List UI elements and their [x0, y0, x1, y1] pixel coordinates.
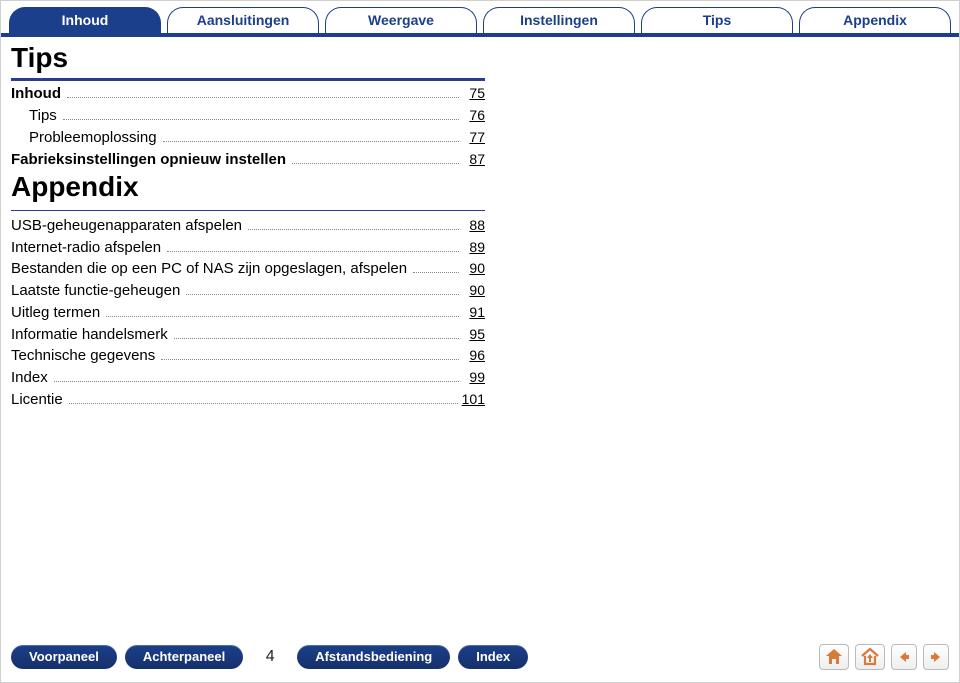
- toc-page-link[interactable]: 89: [463, 237, 485, 257]
- section-rule: [11, 210, 485, 211]
- toc-page-link[interactable]: 101: [462, 389, 485, 409]
- home-up-icon: [860, 648, 880, 666]
- toc-row: Licentie 101: [11, 389, 485, 411]
- toc-content: TipsInhoud75Tips76Probleemoplossing77Fab…: [1, 37, 485, 411]
- tab-label: Weergave: [368, 12, 434, 28]
- toc-label[interactable]: Uitleg termen: [11, 302, 100, 324]
- home-icon: [824, 648, 844, 666]
- toc-label[interactable]: Licentie: [11, 389, 63, 411]
- tab-label: Inhoud: [62, 12, 109, 28]
- toc-label[interactable]: Informatie handelsmerk: [11, 324, 168, 346]
- toc-page-link[interactable]: 76: [463, 105, 485, 125]
- toc-row: Probleemoplossing 77: [11, 127, 485, 149]
- footer-nav-icons: [819, 644, 949, 670]
- tab-tips[interactable]: Tips: [641, 7, 793, 33]
- footer-bar: Voorpaneel Achterpaneel 4 Afstandsbedieni…: [1, 638, 959, 682]
- toc-row: Bestanden die op een PC of NAS zijn opge…: [11, 258, 485, 280]
- tab-instellingen[interactable]: Instellingen: [483, 7, 635, 33]
- tab-label: Aansluitingen: [197, 12, 290, 28]
- page: { "tabs": [ { "label": "Inhoud", "active…: [0, 0, 960, 683]
- toc-label[interactable]: Probleemoplossing: [29, 127, 157, 149]
- toc-leader-dots: [69, 390, 458, 404]
- toc-page-link[interactable]: 95: [463, 324, 485, 344]
- toc-leader-dots: [248, 216, 459, 230]
- toc-row: Laatste functie-geheugen 90: [11, 280, 485, 302]
- footer-pill[interactable]: Voorpaneel: [11, 645, 117, 669]
- footer-pill[interactable]: Achterpaneel: [125, 645, 243, 669]
- home-button[interactable]: [819, 644, 849, 670]
- section-heading: Appendix: [11, 172, 485, 201]
- toc-leader-dots: [63, 107, 459, 121]
- toc-page-link[interactable]: 87: [463, 149, 485, 169]
- tab-label: Instellingen: [520, 12, 598, 28]
- tab-label: Tips: [703, 12, 732, 28]
- tab-appendix[interactable]: Appendix: [799, 7, 951, 33]
- toc-leader-dots: [186, 282, 459, 296]
- toc-page-link[interactable]: 96: [463, 345, 485, 365]
- toc-leader-dots: [413, 260, 459, 274]
- toc-label[interactable]: Fabrieksinstellingen opnieuw instellen: [11, 149, 286, 171]
- toc-label[interactable]: Bestanden die op een PC of NAS zijn opge…: [11, 258, 407, 280]
- toc-row: Fabrieksinstellingen opnieuw instellen 87: [11, 149, 485, 171]
- prev-page-button[interactable]: [891, 644, 917, 670]
- toc-label[interactable]: USB-geheugenapparaten afspelen: [11, 215, 242, 237]
- toc-label[interactable]: Laatste functie-geheugen: [11, 280, 180, 302]
- toc-leader-dots: [174, 325, 459, 339]
- home-up-button[interactable]: [855, 644, 885, 670]
- toc-label[interactable]: Internet-radio afspelen: [11, 237, 161, 259]
- toc-row: Informatie handelsmerk 95: [11, 324, 485, 346]
- section-rule: [11, 78, 485, 81]
- toc-row: Internet-radio afspelen 89: [11, 237, 485, 259]
- top-tabs: Inhoud Aansluitingen Weergave Instellingen T…: [1, 1, 959, 37]
- toc-row: Inhoud 75: [11, 83, 485, 105]
- footer-pill[interactable]: Afstandsbediening: [297, 645, 450, 669]
- footer-pill[interactable]: Index: [458, 645, 528, 669]
- toc-leader-dots: [106, 303, 459, 317]
- tab-aansluitingen[interactable]: Aansluitingen: [167, 7, 319, 33]
- footer-right-group: Afstandsbediening Index: [297, 645, 528, 669]
- tab-weergave[interactable]: Weergave: [325, 7, 477, 33]
- toc-label[interactable]: Inhoud: [11, 83, 61, 105]
- next-page-button[interactable]: [923, 644, 949, 670]
- toc-page-link[interactable]: 88: [463, 215, 485, 235]
- toc-row: Index 99: [11, 367, 485, 389]
- toc-leader-dots: [161, 347, 459, 361]
- toc-label[interactable]: Tips: [29, 105, 57, 127]
- toc-page-link[interactable]: 99: [463, 367, 485, 387]
- footer-left-group: Voorpaneel Achterpaneel: [11, 645, 243, 669]
- toc-row: Uitleg termen 91: [11, 302, 485, 324]
- toc-page-link[interactable]: 90: [463, 280, 485, 300]
- tab-inhoud[interactable]: Inhoud: [9, 7, 161, 33]
- section-heading: Tips: [11, 43, 485, 72]
- toc-page-link[interactable]: 90: [463, 258, 485, 278]
- toc-leader-dots: [163, 128, 459, 142]
- arrow-right-icon: [929, 650, 943, 664]
- toc-page-link[interactable]: 91: [463, 302, 485, 322]
- toc-label[interactable]: Index: [11, 367, 48, 389]
- toc-row: USB-geheugenapparaten afspelen 88: [11, 215, 485, 237]
- tab-label: Appendix: [843, 12, 907, 28]
- toc-leader-dots: [292, 150, 459, 164]
- toc-label[interactable]: Technische gegevens: [11, 345, 155, 367]
- toc-row: Technische gegevens 96: [11, 345, 485, 367]
- toc-row: Tips 76: [11, 105, 485, 127]
- page-number: 4: [243, 648, 297, 666]
- toc-page-link[interactable]: 75: [463, 83, 485, 103]
- arrow-left-icon: [897, 650, 911, 664]
- toc-leader-dots: [54, 369, 459, 383]
- toc-leader-dots: [67, 85, 459, 99]
- toc-leader-dots: [167, 238, 459, 252]
- toc-page-link[interactable]: 77: [463, 127, 485, 147]
